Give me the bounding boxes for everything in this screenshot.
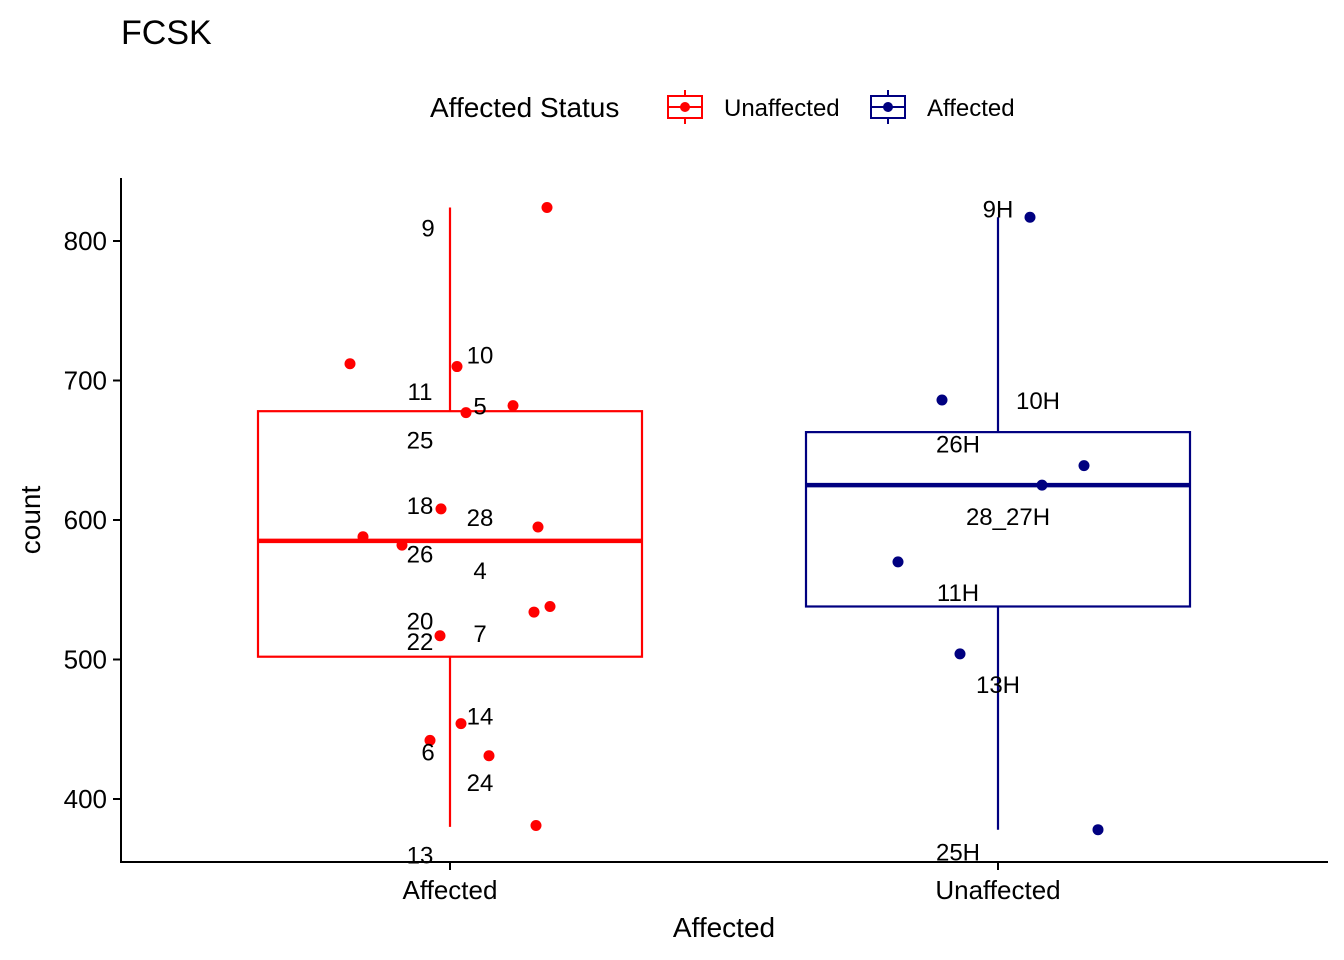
point-label: 9 <box>421 216 434 243</box>
point-label: 14 <box>467 704 494 731</box>
point-label: 13 <box>407 843 434 870</box>
box-iqr <box>804 431 1192 608</box>
box-group-affected: 9 10 11 5 25 18 28 26 4 20 7 22 14 6 24 13 <box>256 202 644 870</box>
data-point <box>357 531 369 543</box>
y-tick-label: 600 <box>64 505 107 535</box>
data-point <box>892 556 904 568</box>
data-point <box>1078 460 1090 472</box>
y-tick-label: 800 <box>64 226 107 256</box>
data-point <box>530 820 542 832</box>
legend-title: Affected Status <box>430 92 619 123</box>
point-label: 6 <box>421 739 434 766</box>
point-label: 4 <box>473 558 486 585</box>
point-label: 10H <box>1016 388 1060 415</box>
legend-label: Affected <box>927 95 1015 122</box>
point-label: 22 <box>407 629 434 656</box>
data-point <box>532 521 544 533</box>
axes: 400 500 600 700 800 Affected Unaffected Affec… <box>15 178 1328 943</box>
point-label: 13H <box>976 672 1020 699</box>
y-tick-label: 400 <box>64 784 107 814</box>
point-label: 20 <box>407 608 434 635</box>
x-tick-label: Affected <box>403 875 498 905</box>
legend-key-icon <box>667 90 703 124</box>
legend-label: Unaffected <box>724 95 840 122</box>
legend-entry: Affected <box>870 90 1015 124</box>
point-label: 24 <box>467 770 494 797</box>
legend-key-point <box>883 102 893 112</box>
data-point <box>936 394 948 406</box>
point-label: 26 <box>407 542 434 569</box>
point-label: 28 <box>467 505 494 532</box>
data-point <box>396 539 408 551</box>
x-ticks: Affected Unaffected <box>403 862 1061 905</box>
x-axis-title: Affected <box>673 912 775 943</box>
data-point <box>424 734 436 746</box>
data-point <box>1036 479 1048 491</box>
plot-area: 9 10 11 5 25 18 28 26 4 20 7 22 14 6 24 13 9H 10H 26H 28_27… <box>256 196 1192 870</box>
data-point <box>460 407 472 419</box>
point-label: 26H <box>936 432 980 459</box>
point-label: 5 <box>473 394 486 421</box>
point-label: 28_27H <box>966 504 1050 531</box>
data-point <box>541 202 553 214</box>
point-label: 11 <box>408 379 433 406</box>
point-label: 9H <box>983 196 1014 223</box>
data-point <box>1024 211 1036 223</box>
data-point <box>528 606 540 618</box>
legend-entry: Unaffected <box>667 90 840 124</box>
data-point <box>434 630 446 642</box>
data-point <box>455 718 467 730</box>
data-point <box>344 358 356 370</box>
legend-entries: Unaffected Affected <box>667 90 1015 124</box>
y-ticks: 400 500 600 700 800 <box>64 226 121 814</box>
point-label: 11H <box>937 580 979 607</box>
point-label: 18 <box>407 493 434 520</box>
chart-title: FCSK <box>121 14 212 52</box>
legend-key-point <box>680 102 690 112</box>
y-tick-label: 500 <box>64 645 107 675</box>
x-tick-label: Unaffected <box>935 875 1060 905</box>
data-point <box>544 600 556 612</box>
point-label: 25 <box>407 428 434 455</box>
point-label: 10 <box>467 343 494 370</box>
data-point <box>1092 824 1104 836</box>
y-axis-title: count <box>15 486 46 555</box>
data-point <box>483 750 495 762</box>
legend: Affected Status Unaffected Affected <box>430 90 1015 124</box>
data-point <box>507 400 519 412</box>
data-point <box>954 648 966 660</box>
y-tick-label: 700 <box>64 366 107 396</box>
point-label: 7 <box>473 621 486 648</box>
box-iqr <box>256 410 644 658</box>
data-point <box>451 361 463 373</box>
data-point <box>435 503 447 515</box>
legend-key-icon <box>870 90 906 124</box>
